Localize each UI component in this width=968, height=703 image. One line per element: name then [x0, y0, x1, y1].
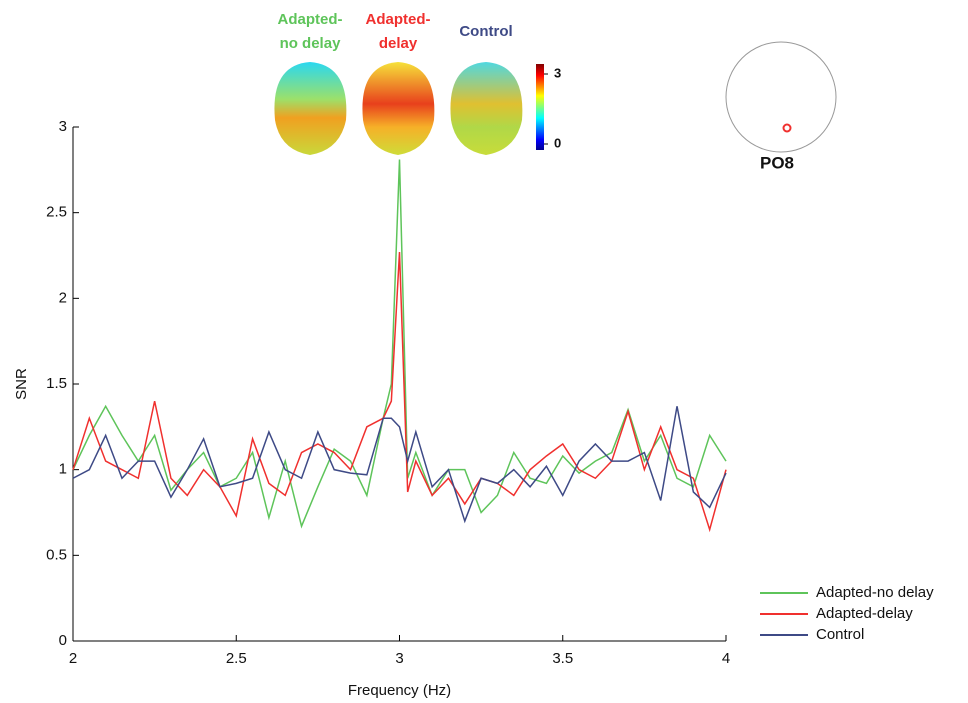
series-line — [72, 406, 727, 524]
y-tick-label: 2 — [59, 289, 67, 306]
x-tick-label: 3 — [395, 650, 403, 667]
colorbar-tick-label: 3 — [554, 65, 561, 80]
x-tick-label: 4 — [722, 650, 730, 667]
legend-label: Adapted-no delay — [816, 584, 934, 601]
topomap-label: delay — [379, 35, 418, 52]
head-map — [274, 62, 347, 155]
legend-label: Adapted-delay — [816, 605, 913, 622]
y-tick-label: 2.5 — [46, 204, 67, 221]
head-map — [362, 62, 435, 155]
y-tick-label: 0.5 — [46, 546, 67, 563]
colorbar-tick-label: 0 — [554, 135, 561, 150]
y-tick-label: 0 — [59, 632, 67, 649]
colorbar — [536, 64, 544, 150]
topomap-label: Adapted- — [278, 11, 343, 28]
topomap-label: Control — [459, 23, 512, 40]
electrode-label: PO8 — [760, 153, 794, 172]
x-axis-label: Frequency (Hz) — [348, 682, 451, 699]
x-tick-label: 3.5 — [552, 650, 573, 667]
topomap-label: no delay — [280, 35, 342, 52]
y-tick-label: 1 — [59, 461, 67, 478]
legend-label: Control — [816, 626, 864, 643]
electrode-layout — [725, 41, 837, 153]
y-axis-label: SNR — [13, 368, 30, 400]
electrode-marker — [782, 123, 792, 133]
series-line — [72, 159, 727, 529]
y-tick-label: 1.5 — [46, 375, 67, 392]
x-tick-label: 2 — [69, 650, 77, 667]
head-map — [450, 62, 523, 155]
topomap-label: Adapted- — [366, 11, 431, 28]
x-tick-label: 2.5 — [226, 650, 247, 667]
topomaps: PO8 — [274, 41, 837, 172]
y-tick-label: 3 — [59, 118, 67, 135]
